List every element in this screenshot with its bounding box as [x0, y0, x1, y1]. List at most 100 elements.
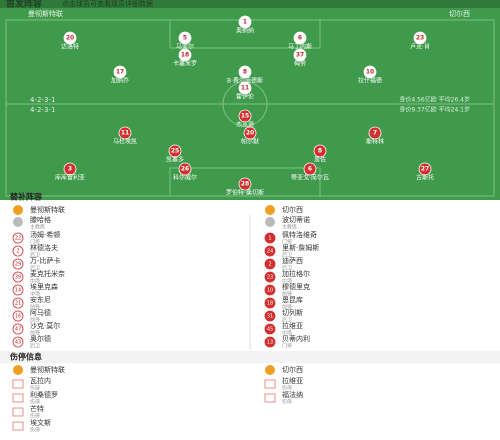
player-number[interactable]: 11 [241, 85, 249, 92]
sub-position[interactable]: 前锋 [30, 330, 40, 337]
sub-position[interactable]: 门将 [282, 343, 292, 350]
player-number[interactable]: 7 [373, 130, 377, 137]
player-number[interactable]: 20 [246, 130, 254, 137]
sub-number-badge[interactable] [264, 323, 276, 335]
player-name[interactable]: 杰克逊 [236, 121, 254, 129]
sub-number[interactable]: 24 [267, 249, 273, 255]
sub-number[interactable]: 1 [268, 236, 271, 242]
player-shirt[interactable] [368, 126, 382, 140]
player-shirt[interactable] [363, 65, 377, 79]
player-name[interactable]: 马奎尔 [176, 43, 194, 51]
player-number[interactable]: 10 [366, 69, 374, 76]
sub-position[interactable]: 后卫 [30, 343, 40, 350]
player-name[interactable]: 霍伊伦 [236, 93, 254, 101]
player-number[interactable]: 25 [171, 148, 179, 155]
sub-number-badge[interactable] [264, 297, 276, 309]
sub-number-badge[interactable] [12, 336, 24, 348]
player-name[interactable]: 罗伯特·桑切斯 [226, 189, 264, 197]
player-number[interactable]: 8 [243, 69, 247, 76]
player-shirt[interactable] [238, 15, 252, 29]
player-name[interactable]: 加纳乔 [111, 77, 129, 85]
player-name[interactable]: 帕尔默 [241, 138, 259, 146]
sub-name[interactable]: 埃里克森 [30, 282, 58, 291]
player-shirt[interactable] [168, 144, 182, 158]
sub-position[interactable]: 前锋 [282, 304, 292, 311]
player-name[interactable]: 拉什福德 [358, 77, 382, 85]
sub-number-badge[interactable] [264, 310, 276, 322]
player-name[interactable]: 蒂亚戈·席尔瓦 [291, 174, 329, 182]
sub-position[interactable]: 前锋 [30, 304, 40, 311]
player-name[interactable]: 科尔威尔 [173, 174, 197, 182]
sub-name[interactable]: 拉维亚 [282, 321, 303, 330]
sub-name[interactable]: 林德洛夫 [30, 243, 58, 252]
player-name[interactable]: 古斯托 [416, 174, 434, 182]
player-shirt[interactable] [113, 65, 127, 79]
player-number[interactable]: 11 [121, 130, 129, 137]
player-number[interactable]: 17 [116, 69, 124, 76]
player-number[interactable]: 6 [298, 35, 302, 42]
player-number[interactable]: 20 [66, 35, 74, 42]
sub-name[interactable]: 加拉格尔 [282, 269, 310, 278]
player-shirt[interactable] [63, 31, 77, 45]
sub-position[interactable]: 前锋 [282, 291, 292, 298]
sub-number-badge[interactable] [12, 245, 24, 257]
player-shirt[interactable] [238, 177, 252, 191]
sub-name[interactable]: 沙克·莫尔 [30, 321, 60, 330]
sub-position[interactable]: 后卫 [282, 252, 292, 259]
sub-number[interactable]: 43 [15, 340, 21, 346]
sub-name[interactable]: 麦克托米奈 [30, 269, 65, 278]
sub-name[interactable]: 安东尼 [30, 295, 51, 304]
player-name[interactable]: 斯特林 [366, 138, 384, 146]
sub-number-badge[interactable] [264, 284, 276, 296]
player-number[interactable]: 1 [243, 19, 247, 26]
sub-position[interactable]: 门将 [282, 239, 292, 246]
sub-number[interactable]: 29 [15, 262, 21, 268]
sub-number[interactable]: 23 [267, 275, 273, 281]
sub-number-badge[interactable] [12, 323, 24, 335]
sub-number-badge[interactable] [12, 310, 24, 322]
sub-number[interactable]: 13 [267, 340, 273, 346]
player-shirt[interactable] [293, 31, 307, 45]
player-name[interactable]: 梅努 [294, 60, 306, 68]
sub-number[interactable]: 22 [15, 236, 21, 242]
player-number[interactable]: 8 [318, 148, 322, 155]
player-number[interactable]: 5 [183, 35, 187, 42]
player-shirt[interactable] [178, 48, 192, 62]
player-number[interactable]: 18 [181, 52, 189, 59]
sub-name[interactable]: 切列斯 [282, 308, 303, 317]
player-number[interactable]: 37 [296, 52, 304, 59]
sub-name[interactable]: 奥尔德 [30, 334, 51, 343]
sub-name[interactable]: 穆德里克 [282, 282, 310, 291]
player-shirt[interactable] [178, 162, 192, 176]
sub-name[interactable]: 万-比萨卡 [30, 256, 61, 265]
player-name[interactable]: 库库雷利亚 [55, 174, 85, 182]
sub-number[interactable]: 16 [15, 314, 21, 320]
sub-number[interactable]: 2 [268, 262, 271, 268]
player-shirt[interactable] [178, 31, 192, 45]
sub-name[interactable]: 迪萨西 [282, 256, 303, 265]
sub-position[interactable]: 后卫 [282, 317, 292, 324]
player-name[interactable]: 马丁内斯 [288, 43, 312, 51]
player-shirt[interactable] [238, 81, 252, 95]
player-shirt[interactable] [118, 126, 132, 140]
sub-number-badge[interactable] [264, 271, 276, 283]
player-number[interactable]: 6 [308, 166, 312, 173]
sub-number-badge[interactable] [12, 297, 24, 309]
player-shirt[interactable] [238, 65, 252, 79]
sub-name[interactable]: 贝蒂内利 [282, 334, 310, 343]
sub-position[interactable]: 中场 [30, 291, 40, 298]
player-shirt[interactable] [293, 48, 307, 62]
player-name[interactable]: 卢克·肖 [410, 43, 430, 51]
player-name[interactable]: 卡塞米罗 [173, 60, 197, 68]
sub-number[interactable]: 47 [15, 327, 21, 333]
sub-number[interactable]: 39 [15, 275, 21, 281]
player-number[interactable]: 15 [241, 113, 249, 120]
sub-name[interactable]: 汤姆·希顿 [30, 230, 60, 239]
sub-position[interactable]: 前锋 [30, 317, 40, 324]
sub-name[interactable]: 阿马德 [30, 308, 51, 317]
sub-position[interactable]: 后卫 [30, 252, 40, 259]
player-shirt[interactable] [63, 162, 77, 176]
sub-number-badge[interactable] [264, 258, 276, 270]
sub-position[interactable]: 后卫 [30, 265, 40, 272]
sub-name[interactable]: 佩特洛维奇 [282, 230, 317, 239]
